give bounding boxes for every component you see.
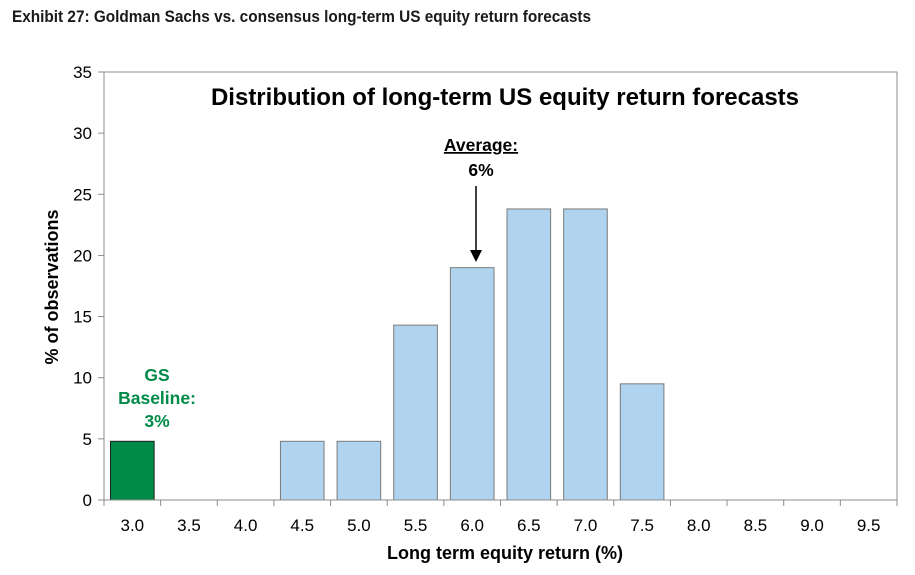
y-tick-label: 30 (73, 124, 92, 143)
bar-3.0 (110, 440, 155, 501)
gs-baseline-line3: 3% (144, 411, 170, 431)
average-arrow-head (470, 250, 482, 262)
x-tick-label: 5.5 (404, 516, 428, 535)
bar-4.5 (279, 440, 325, 501)
x-tick-label: 5.0 (347, 516, 371, 535)
bar-7.5 (619, 383, 665, 501)
x-tick-label: 4.0 (234, 516, 258, 535)
bar-6.5 (506, 208, 552, 501)
y-tick-label: 0 (83, 491, 92, 510)
exhibit-title: Exhibit 27: Goldman Sachs vs. consensus … (12, 8, 591, 26)
x-tick-label: 7.0 (574, 516, 598, 535)
y-axis-label: % of observations (42, 209, 62, 364)
bar-5.5 (393, 324, 438, 501)
x-tick-label: 3.0 (121, 516, 145, 535)
x-tick-label: 3.5 (177, 516, 201, 535)
chart-title: Distribution of long-term US equity retu… (211, 84, 799, 111)
x-axis-label: Long term equity return (%) (387, 543, 623, 563)
y-tick-label: 35 (73, 63, 92, 82)
y-tick-label: 20 (73, 246, 92, 265)
x-tick-label: 9.0 (800, 516, 824, 535)
bars (110, 208, 665, 501)
gs-baseline-line2: Baseline: (118, 388, 196, 408)
average-value: 6% (468, 160, 494, 180)
y-tick-label: 25 (73, 185, 92, 204)
x-tick-label: 7.5 (630, 516, 654, 535)
y-tick-label: 10 (73, 369, 92, 388)
gs-baseline-line1: GS (144, 365, 169, 385)
bar-7.0 (563, 208, 608, 501)
x-tick-label: 6.0 (460, 516, 484, 535)
bar-6.0 (449, 267, 495, 501)
y-tick-label: 5 (83, 430, 92, 449)
average-label: Average: (444, 135, 518, 155)
axes: 0 5 10 15 20 25 30 35 3.0 3.5 4.0 4.5 5.0 5.5 6.0 6.5 7.… (73, 63, 898, 535)
x-tick-label: 9.5 (857, 516, 881, 535)
x-tick-label: 4.5 (290, 516, 314, 535)
x-tick-label: 8.0 (687, 516, 711, 535)
x-tick-label: 6.5 (517, 516, 541, 535)
bar-5.0 (336, 440, 382, 501)
y-tick-label: 15 (73, 308, 92, 327)
x-tick-label: 8.5 (744, 516, 768, 535)
